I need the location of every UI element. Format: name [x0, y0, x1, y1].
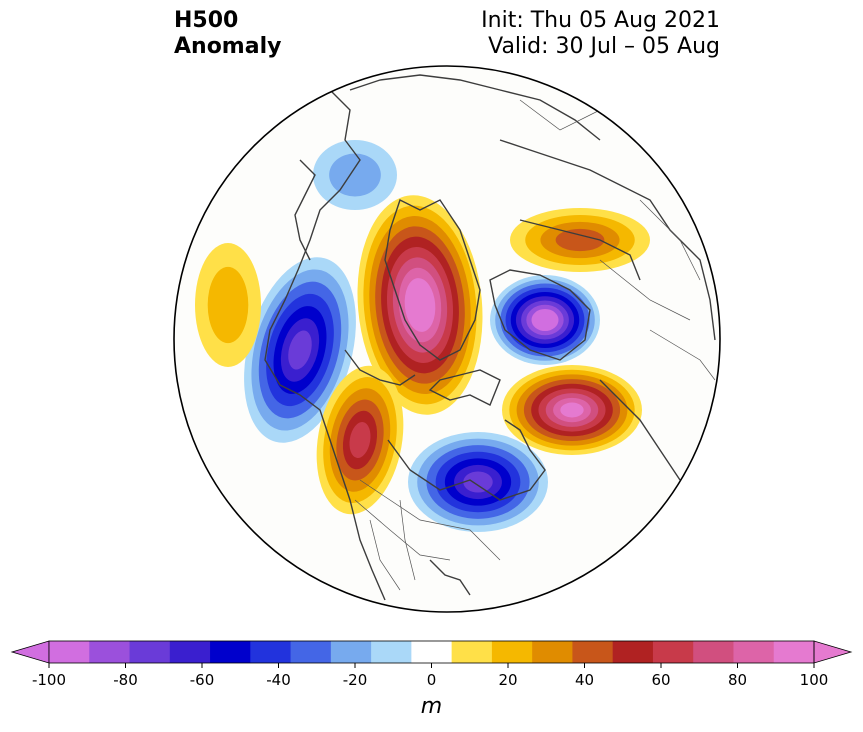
- borders: [354, 99, 716, 591]
- colorbar-cell: [451, 641, 493, 663]
- colorbar-cell: [169, 641, 211, 663]
- colorbar-extend-high: [813, 640, 853, 664]
- colorbar-tick-label: -100: [32, 671, 66, 689]
- colorbar-cell: [89, 641, 131, 663]
- anomaly-field: [195, 74, 716, 601]
- colorbar-cell: [773, 641, 815, 663]
- colorbar-tick-label: 60: [651, 671, 670, 689]
- colorbar-tick-label: -40: [266, 671, 291, 689]
- colorbar-tick-label: 20: [498, 671, 517, 689]
- colorbar-cell: [250, 641, 292, 663]
- colorbar-cell: [491, 641, 533, 663]
- anomaly-atlantic-low: [313, 140, 397, 210]
- valid-label: Valid: 30 Jul – 05 Aug: [488, 34, 720, 59]
- colorbar-cell: [49, 641, 90, 663]
- anomaly-europe-low: [490, 275, 600, 365]
- anomaly-siberia-high: [502, 365, 642, 455]
- anomaly-contour: [560, 402, 584, 418]
- anomaly-contour: [463, 471, 493, 493]
- anomaly-arctic-high: [357, 195, 483, 415]
- title-line-1: H500: [174, 8, 239, 33]
- init-label: Init: Thu 05 Aug 2021: [481, 8, 720, 33]
- colorbar-cell: [572, 641, 614, 663]
- colorbar-tick-label: 100: [800, 671, 829, 689]
- anomaly-canada-low: [408, 432, 548, 532]
- colorbar-cell: [733, 641, 775, 663]
- colorbar-cell: [210, 641, 251, 663]
- title-line-2: Anomaly: [174, 34, 282, 59]
- colorbar-cell: [129, 641, 171, 663]
- polar-map: [173, 65, 721, 613]
- map-title: H500 Anomaly: [174, 8, 281, 60]
- anomaly-west-high: [316, 365, 404, 515]
- colorbar-cell: [290, 641, 332, 663]
- colorbar-cell: [652, 641, 694, 663]
- colorbar-cell: [532, 641, 573, 663]
- colorbar-cell: [330, 641, 372, 663]
- anomaly-contour: [288, 330, 312, 370]
- colorbar-unit: m: [420, 694, 443, 719]
- coastlines: [264, 74, 716, 601]
- colorbar-tick-label: -80: [113, 671, 138, 689]
- colorbar-cell: [693, 641, 734, 663]
- colorbar-cell: [612, 641, 654, 663]
- anomaly-contour: [536, 313, 554, 327]
- anomaly-pacific-high: [195, 243, 261, 367]
- colorbar-extend-low: [10, 640, 50, 664]
- colorbar-cell: [371, 641, 412, 663]
- map-subtitle: Init: Thu 05 Aug 2021 Valid: 30 Jul – 05…: [481, 8, 720, 60]
- colorbar-cell: [411, 641, 453, 663]
- colorbar: -100 -80 -60 -40 -20 0 20 40 60 80 100: [10, 640, 853, 689]
- anomaly-contour: [555, 228, 605, 252]
- globe-outline: [173, 65, 721, 613]
- anomaly-contour: [410, 288, 430, 322]
- anomaly-asia-high: [510, 208, 650, 272]
- anomaly-contour: [349, 422, 371, 458]
- colorbar-tick-label: -60: [190, 671, 215, 689]
- colorbar-tick-label: 40: [575, 671, 594, 689]
- colorbar-tick-label: 80: [728, 671, 747, 689]
- anomaly-contour: [329, 153, 381, 197]
- anomaly-contour: [207, 266, 249, 344]
- colorbar-tick-label: 0: [427, 671, 437, 689]
- colorbar-tick-label: -20: [343, 671, 368, 689]
